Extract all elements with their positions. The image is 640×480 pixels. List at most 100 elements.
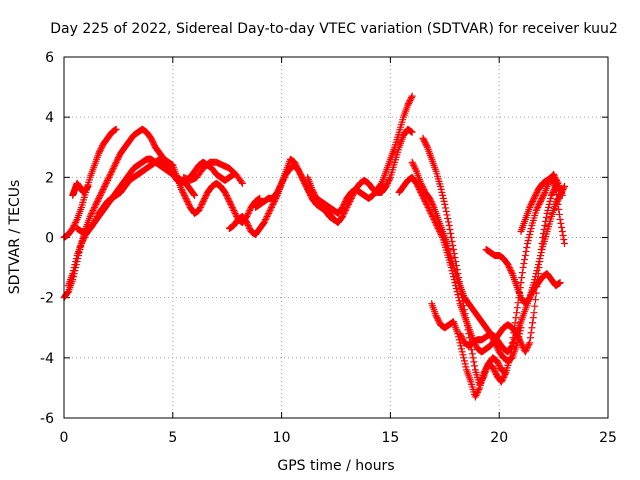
data-point xyxy=(295,167,303,175)
data-point xyxy=(94,196,102,204)
data-point xyxy=(533,188,541,196)
data-point xyxy=(538,194,546,202)
data-point xyxy=(98,188,106,196)
data-point xyxy=(266,206,274,214)
data-point xyxy=(489,363,497,371)
data-point xyxy=(420,185,428,193)
data-point xyxy=(470,358,478,366)
data-point xyxy=(294,166,302,174)
data-point xyxy=(435,318,443,326)
y-tick-label: -2 xyxy=(40,291,54,307)
data-point xyxy=(560,184,568,192)
data-point xyxy=(451,254,459,262)
data-point xyxy=(481,367,489,375)
data-point xyxy=(546,197,554,205)
data-point xyxy=(199,197,207,205)
data-point xyxy=(310,188,318,196)
data-point xyxy=(91,217,99,225)
data-point xyxy=(72,217,80,225)
data-points xyxy=(60,92,568,401)
data-point xyxy=(96,148,104,156)
data-point xyxy=(438,188,446,196)
data-point xyxy=(112,125,120,133)
data-point xyxy=(497,378,505,386)
data-point xyxy=(472,391,480,399)
data-point xyxy=(531,276,539,284)
data-point xyxy=(264,211,272,219)
data-point xyxy=(100,184,108,192)
data-point xyxy=(462,363,470,371)
data-point xyxy=(432,312,440,320)
data-point xyxy=(229,205,237,213)
data-point xyxy=(496,363,504,371)
data-point xyxy=(227,200,235,208)
data-point xyxy=(183,196,191,204)
data-point xyxy=(182,194,190,202)
data-point xyxy=(265,208,273,216)
data-point xyxy=(545,203,553,211)
data-point xyxy=(405,100,413,108)
data-point xyxy=(458,294,466,302)
data-point xyxy=(107,169,115,177)
data-point xyxy=(526,227,534,235)
data-point xyxy=(112,158,120,166)
data-point xyxy=(505,264,513,272)
data-point xyxy=(86,212,94,220)
data-point xyxy=(196,205,204,213)
data-point xyxy=(528,324,536,332)
data-point xyxy=(457,290,465,298)
x-tick-label: 20 xyxy=(490,430,508,446)
data-point xyxy=(69,270,77,278)
data-point xyxy=(69,267,77,275)
data-point xyxy=(72,255,80,263)
data-point xyxy=(408,158,416,166)
data-point xyxy=(481,366,489,374)
data-point xyxy=(459,298,467,306)
data-point xyxy=(559,185,567,193)
data-point xyxy=(245,223,253,231)
data-point xyxy=(339,211,347,219)
data-point xyxy=(244,220,252,228)
data-point xyxy=(531,302,539,310)
data-point xyxy=(244,209,252,217)
data-point xyxy=(457,333,465,341)
data-point xyxy=(101,181,109,189)
data-point xyxy=(410,163,418,171)
data-point xyxy=(386,175,394,183)
data-point xyxy=(480,369,488,377)
y-tick-label: 6 xyxy=(45,50,54,66)
data-point xyxy=(447,229,455,237)
data-point xyxy=(450,246,458,254)
data-point xyxy=(494,360,502,368)
data-point xyxy=(267,203,275,211)
data-point xyxy=(459,336,467,344)
data-point xyxy=(547,191,555,199)
data-point xyxy=(409,160,417,168)
data-point xyxy=(191,191,199,199)
data-point xyxy=(296,169,304,177)
data-point xyxy=(291,158,299,166)
data-point xyxy=(523,244,531,252)
data-point xyxy=(453,266,461,274)
data-point xyxy=(427,197,435,205)
data-point xyxy=(525,234,533,241)
data-point xyxy=(555,210,563,218)
data-point xyxy=(553,190,561,198)
data-point xyxy=(465,334,473,342)
data-point xyxy=(446,225,454,233)
data-point xyxy=(407,94,415,102)
data-point xyxy=(442,204,450,212)
data-point xyxy=(419,184,427,192)
data-point xyxy=(436,182,444,190)
data-point xyxy=(540,190,548,198)
data-point xyxy=(297,172,305,180)
data-point xyxy=(521,252,529,260)
data-point xyxy=(530,309,538,317)
data-point xyxy=(502,369,510,377)
data-point xyxy=(463,318,471,326)
data-point xyxy=(201,194,209,202)
data-point xyxy=(180,190,188,198)
data-point xyxy=(230,206,238,214)
data-point xyxy=(265,209,273,217)
